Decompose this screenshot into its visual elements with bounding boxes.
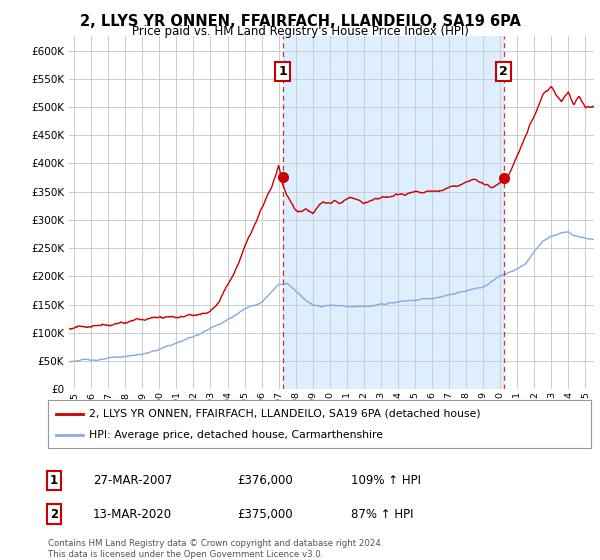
Text: 1: 1 [50, 474, 58, 487]
Text: 27-MAR-2007: 27-MAR-2007 [93, 474, 172, 487]
Text: £376,000: £376,000 [237, 474, 293, 487]
Text: £375,000: £375,000 [237, 507, 293, 521]
Text: HPI: Average price, detached house, Carmarthenshire: HPI: Average price, detached house, Carm… [89, 430, 383, 440]
Bar [283, 36, 503, 389]
Text: 13-MAR-2020: 13-MAR-2020 [93, 507, 172, 521]
Text: Contains HM Land Registry data © Crown copyright and database right 2024.
This d: Contains HM Land Registry data © Crown c… [48, 539, 383, 559]
Text: 2: 2 [499, 65, 508, 78]
Text: 87% ↑ HPI: 87% ↑ HPI [351, 507, 413, 521]
Text: Price paid vs. HM Land Registry's House Price Index (HPI): Price paid vs. HM Land Registry's House … [131, 25, 469, 38]
Text: 2, LLYS YR ONNEN, FFAIRFACH, LLANDEILO, SA19 6PA: 2, LLYS YR ONNEN, FFAIRFACH, LLANDEILO, … [80, 14, 520, 29]
Text: 2: 2 [50, 507, 58, 521]
Text: 2, LLYS YR ONNEN, FFAIRFACH, LLANDEILO, SA19 6PA (detached house): 2, LLYS YR ONNEN, FFAIRFACH, LLANDEILO, … [89, 409, 481, 419]
Text: 1: 1 [278, 65, 287, 78]
Text: 109% ↑ HPI: 109% ↑ HPI [351, 474, 421, 487]
